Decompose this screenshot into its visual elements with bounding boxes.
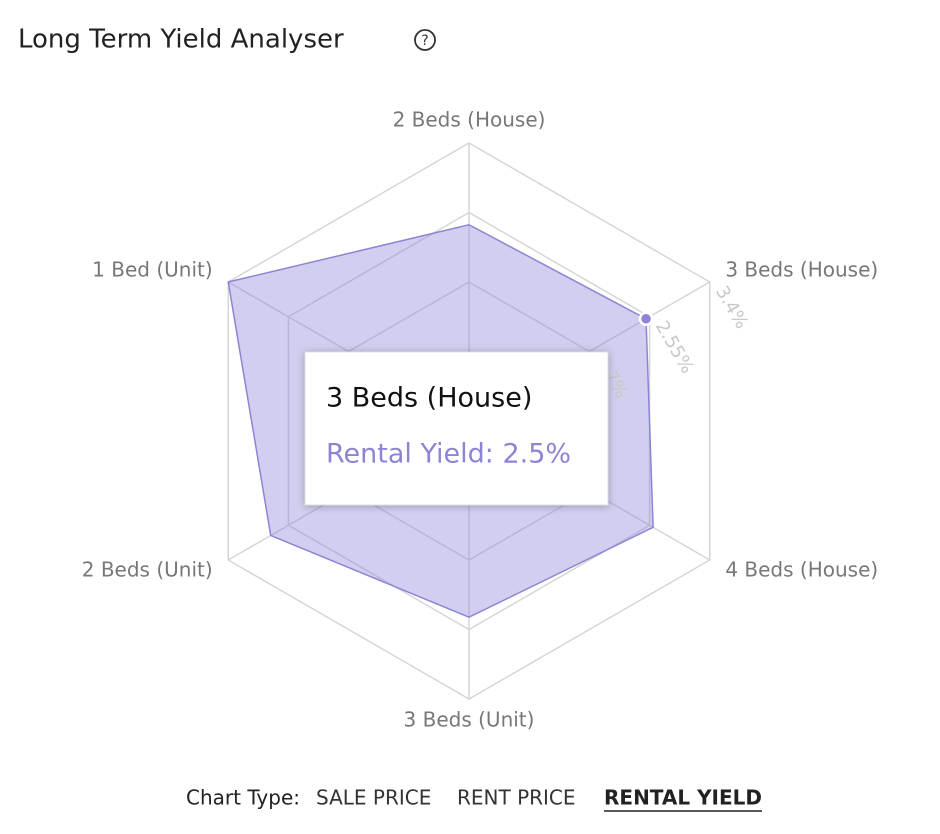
chart-type-option[interactable]: SALE PRICE xyxy=(316,786,431,810)
tooltip: 3 Beds (House) Rental Yield: 2.5% xyxy=(304,351,609,506)
axis-category-label: 3 Beds (House) xyxy=(725,258,878,282)
axis-category-label: 2 Beds (Unit) xyxy=(82,558,213,582)
chart-type-options: SALE PRICE RENT PRICE RENTAL YIELD xyxy=(316,786,763,812)
axis-category-label: 1 Bed (Unit) xyxy=(92,258,212,282)
r-tick-label: 3.4% xyxy=(711,283,752,333)
tooltip-text: Rental Yield: 2.5% xyxy=(326,439,571,470)
tooltip-title: 3 Beds (House) xyxy=(326,383,532,414)
tooltip-box xyxy=(304,351,609,506)
svg-text:?: ? xyxy=(421,33,428,49)
axis-category-label: 4 Beds (House) xyxy=(725,558,878,582)
axis-category-label: 3 Beds (Unit) xyxy=(404,708,535,732)
chart-type-option[interactable]: RENT PRICE xyxy=(457,786,576,810)
help-icon[interactable]: ? xyxy=(414,29,436,51)
axis-category-label: 2 Beds (House) xyxy=(393,108,546,132)
controls-label: Chart Type: xyxy=(186,786,300,810)
hover-point xyxy=(638,311,654,327)
chart-type-option[interactable]: RENTAL YIELD xyxy=(604,786,762,810)
r-tick-label: 2.55% xyxy=(651,317,698,377)
page-title: Long Term Yield Analyser xyxy=(18,25,344,55)
